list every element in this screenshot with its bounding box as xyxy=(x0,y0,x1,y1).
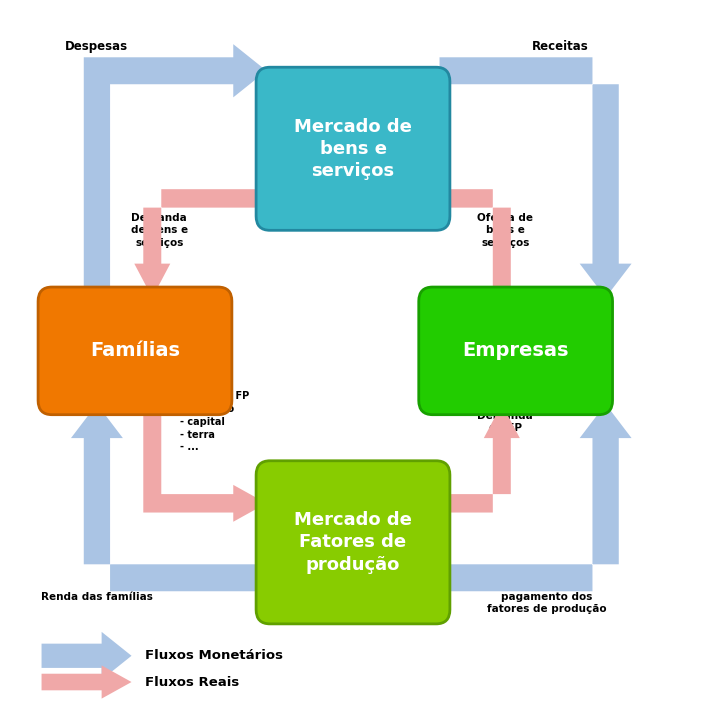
FancyBboxPatch shape xyxy=(38,287,232,415)
Text: Oferta de FP
- trabalho
- capital
- terra
- ...: Oferta de FP - trabalho - capital - terr… xyxy=(180,391,249,453)
Text: Demanda
de bens e
serviços: Demanda de bens e serviços xyxy=(131,213,188,248)
Text: Famílias: Famílias xyxy=(90,341,180,360)
Text: Demanda
de FP: Demanda de FP xyxy=(477,411,533,433)
Text: Mercado de
bens e
serviços: Mercado de bens e serviços xyxy=(294,118,412,180)
Text: pagamento dos
fatores de produção: pagamento dos fatores de produção xyxy=(487,592,606,615)
Polygon shape xyxy=(440,189,520,332)
Polygon shape xyxy=(42,632,131,680)
FancyBboxPatch shape xyxy=(256,67,450,231)
FancyBboxPatch shape xyxy=(256,461,450,624)
Text: Receitas: Receitas xyxy=(532,40,589,53)
Text: Empresas: Empresas xyxy=(462,341,569,360)
Polygon shape xyxy=(440,404,520,513)
Text: Mercado de
Fatores de
produção: Mercado de Fatores de produção xyxy=(294,511,412,573)
Polygon shape xyxy=(42,665,131,698)
Text: Despesas: Despesas xyxy=(66,40,128,53)
Text: Renda das famílias: Renda das famílias xyxy=(41,592,153,602)
Polygon shape xyxy=(71,404,266,591)
Polygon shape xyxy=(143,404,266,522)
Text: Fluxos Reais: Fluxos Reais xyxy=(145,675,239,688)
Polygon shape xyxy=(440,57,632,298)
FancyBboxPatch shape xyxy=(419,287,613,415)
Text: Fluxos Monetários: Fluxos Monetários xyxy=(145,649,283,662)
Polygon shape xyxy=(84,44,266,298)
Polygon shape xyxy=(134,189,266,298)
Polygon shape xyxy=(440,404,632,591)
Text: Oferta de
bens e
serviços: Oferta de bens e serviços xyxy=(477,213,533,248)
